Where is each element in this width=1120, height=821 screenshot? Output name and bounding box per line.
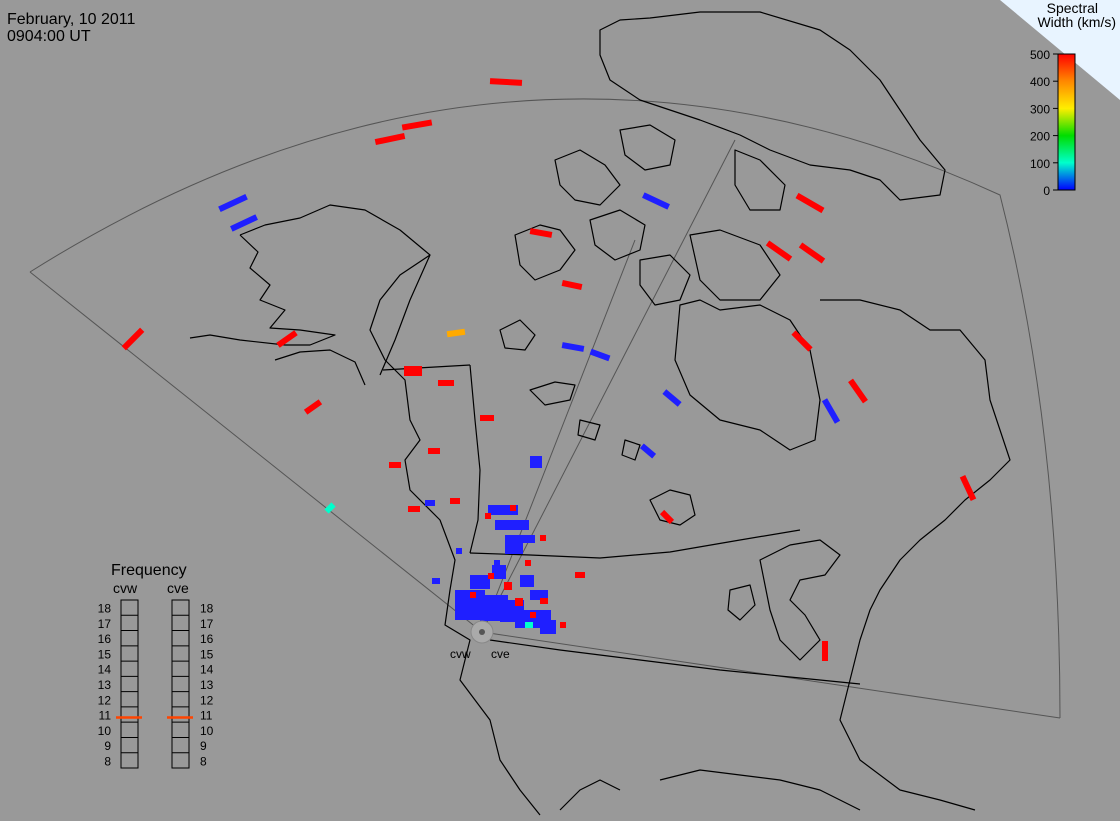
frequency-level-label-right: 15: [200, 647, 214, 661]
frequency-level-label-left: 9: [104, 739, 111, 753]
frequency-level-label-left: 16: [98, 632, 112, 646]
frequency-level-label-right: 11: [200, 709, 213, 723]
frequency-title: Frequency: [111, 562, 187, 579]
frequency-level-label-right: 14: [200, 663, 214, 677]
colorbar-tick-label: 400: [1030, 75, 1050, 89]
colorbar-gradient: [1057, 53, 1076, 191]
radar-label-cve: cve: [491, 647, 510, 661]
frequency-level-label-right: 13: [200, 678, 214, 692]
colorbar-tick-label: 200: [1030, 130, 1050, 144]
frequency-level-label-right: 16: [200, 632, 214, 646]
colorbar-tick-label: 0: [1043, 184, 1050, 198]
coastlines: [189, 11, 1011, 816]
corner-wedge: [1000, 0, 1120, 100]
frequency-level-label-left: 18: [98, 602, 112, 616]
frequency-level-label-right: 8: [200, 754, 207, 768]
radar-label-cvw: cvw: [450, 647, 471, 661]
frequency-radar-cvw: cvw: [113, 580, 138, 596]
frequency-level-label-left: 13: [98, 678, 112, 692]
frequency-level-label-left: 12: [98, 693, 112, 707]
frequency-box-cve: [171, 599, 190, 769]
colorbar-ticks: 500 400 300 200 100 0: [1030, 48, 1058, 198]
scatter-echoes-red-cluster: [470, 505, 566, 628]
frequency-level-label-right: 12: [200, 693, 214, 707]
scatter-echoes-other: [324, 328, 533, 628]
colorbar-title-line2: Width (km/s): [1037, 14, 1116, 30]
frequency-level-label-right: 17: [200, 617, 214, 631]
date-label: February, 10 2011: [7, 11, 135, 28]
field-of-view: [29, 98, 1061, 719]
frequency-level-label-left: 15: [98, 647, 112, 661]
frequency-level-label-left: 8: [104, 754, 111, 768]
frequency-level-label-left: 11: [99, 709, 112, 723]
colorbar-title-line1: Spectral: [1047, 0, 1098, 16]
colorbar-tick-label: 100: [1030, 157, 1050, 171]
time-label: 0904:00 UT: [7, 28, 91, 45]
frequency-level-label-left: 10: [98, 724, 112, 738]
scatter-echoes-blue: [218, 192, 841, 634]
frequency-box-cvw: [120, 599, 139, 769]
frequency-radar-cve: cve: [167, 580, 189, 596]
radar-sites: cvw cve: [450, 620, 510, 661]
frequency-level-label-right: 10: [200, 724, 214, 738]
frequency-level-label-right: 18: [200, 602, 214, 616]
colorbar-legend: Spectral Width (km/s) 500 400 300 200 100 0: [1030, 0, 1116, 198]
frequency-level-label-right: 9: [200, 739, 207, 753]
header: February, 10 2011 0904:00 UT: [7, 11, 135, 45]
colorbar-tick-label: 500: [1030, 48, 1050, 62]
frequency-level-label-left: 14: [98, 663, 112, 677]
scatter-echoes-red: [121, 78, 977, 661]
colorbar-tick-label: 300: [1030, 102, 1050, 116]
frequency-level-label-left: 17: [98, 617, 112, 631]
